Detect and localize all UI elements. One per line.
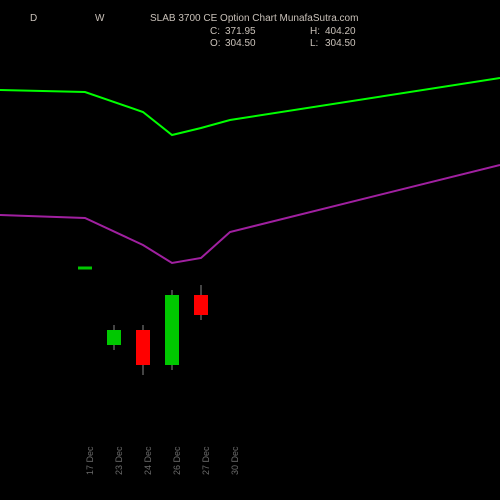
x-axis-tick: 30 Dec — [230, 446, 240, 475]
candle — [194, 295, 208, 315]
chart-container: D W SLAB 3700 CE Option Chart MunafaSutr… — [0, 0, 500, 500]
x-axis-tick: 24 Dec — [143, 446, 153, 475]
x-axis-tick: 23 Dec — [114, 446, 124, 475]
candle — [136, 330, 150, 365]
candle — [107, 330, 121, 345]
price-chart — [0, 0, 500, 500]
x-axis-tick: 17 Dec — [85, 446, 95, 475]
x-axis-tick: 27 Dec — [201, 446, 211, 475]
candle — [165, 295, 179, 365]
x-axis-tick: 26 Dec — [172, 446, 182, 475]
